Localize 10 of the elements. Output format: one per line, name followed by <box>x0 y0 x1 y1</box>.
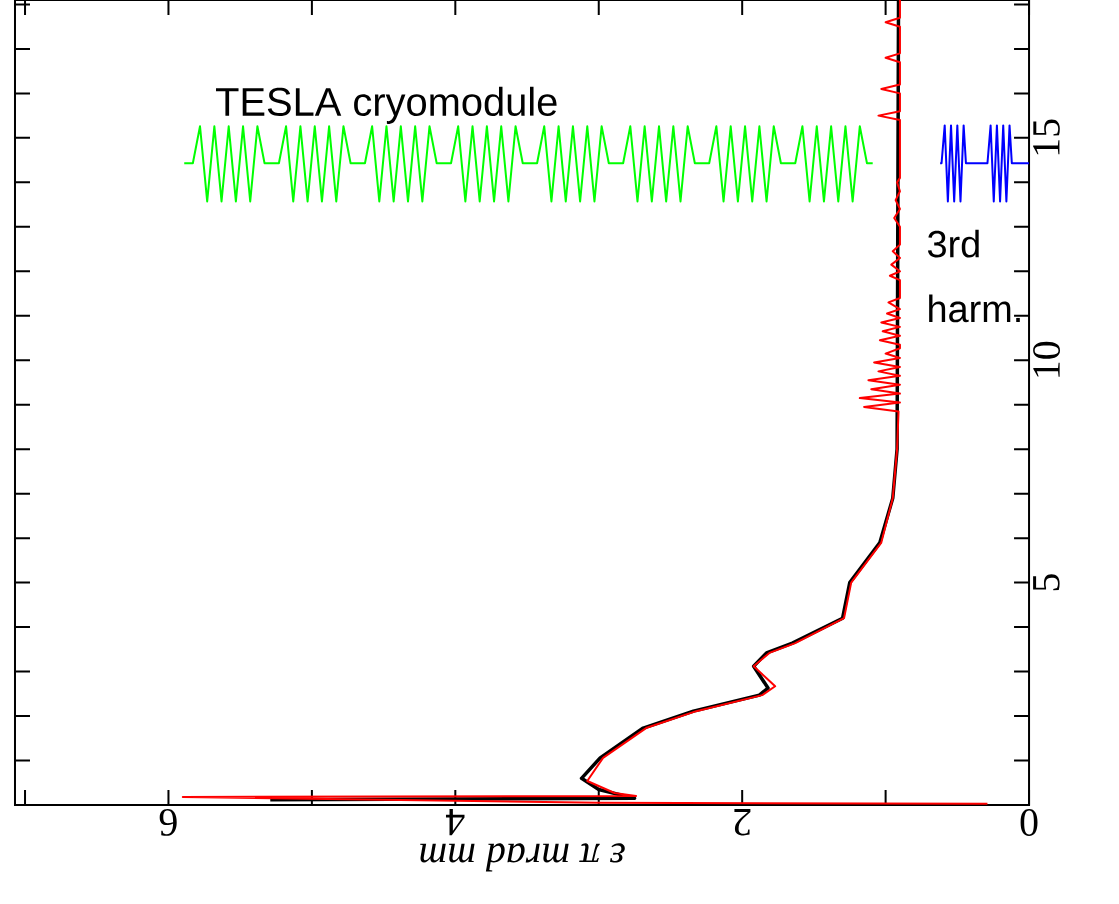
y-tick-label: 10 <box>1033 341 1061 377</box>
x-tick-label: 6 <box>159 809 177 836</box>
x-axis-title: ε π mrad mm <box>420 843 625 872</box>
y-tick-label: 5 <box>1033 574 1060 591</box>
annotation: 3rd harm. <box>927 229 1020 323</box>
annotation: TESLA cryomodule <box>216 86 557 124</box>
x-tick-label: 0 <box>1020 809 1038 836</box>
x-tick-label: 2 <box>734 809 751 836</box>
x-tick-label: 4 <box>445 809 465 836</box>
y-tick-label: 15 <box>1033 119 1060 155</box>
